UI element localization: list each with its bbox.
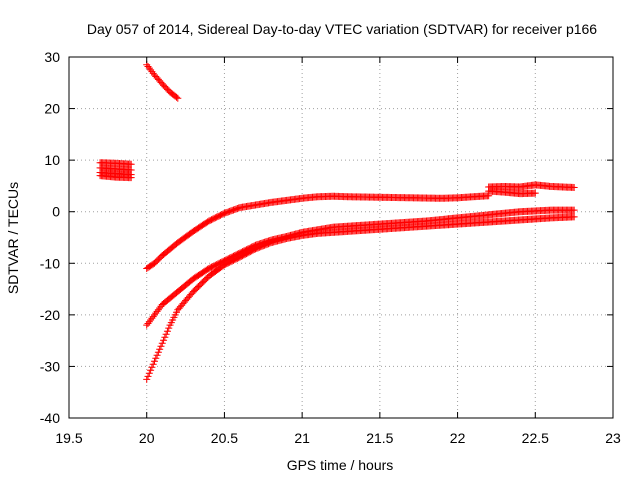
data-point bbox=[156, 345, 164, 353]
x-tick-label: 20.5 bbox=[211, 430, 238, 446]
y-tick-label: -40 bbox=[40, 410, 60, 426]
data-point bbox=[149, 360, 157, 368]
data-point bbox=[158, 339, 166, 347]
y-tick-label: -20 bbox=[40, 307, 60, 323]
data-point bbox=[148, 363, 156, 371]
data-point bbox=[570, 213, 578, 221]
x-tick-label: 22.5 bbox=[522, 430, 549, 446]
data-point bbox=[143, 375, 151, 383]
data-point bbox=[152, 354, 160, 362]
x-axis-label: GPS time / hours bbox=[287, 457, 394, 473]
grid bbox=[69, 57, 613, 418]
x-tick-label: 21.5 bbox=[366, 430, 393, 446]
data-point bbox=[173, 93, 181, 101]
plot-frame bbox=[68, 56, 614, 419]
x-tick-label: 19.5 bbox=[55, 430, 82, 446]
data-point bbox=[157, 342, 165, 350]
y-tick-label: 20 bbox=[44, 101, 60, 117]
x-tick-label: 21 bbox=[294, 430, 310, 446]
data-point bbox=[160, 336, 168, 344]
data-point bbox=[163, 327, 171, 335]
x-tick-label: 22 bbox=[450, 430, 466, 446]
data-point bbox=[174, 94, 182, 102]
data-point bbox=[150, 357, 158, 365]
x-tick-label: 23 bbox=[605, 430, 621, 446]
axis-ticks: 19.5 20 20.5 21 21.5 22 22.5 23 -40 -30 -20 -10 0 10 2… bbox=[40, 49, 621, 446]
data-point bbox=[147, 366, 155, 374]
data-point bbox=[162, 330, 170, 338]
data-point bbox=[153, 351, 161, 359]
data-points bbox=[96, 61, 578, 383]
data-point bbox=[165, 324, 173, 332]
y-tick-label: -10 bbox=[40, 255, 60, 271]
data-point bbox=[570, 183, 578, 191]
data-point bbox=[127, 174, 135, 182]
x-tick-label: 20 bbox=[139, 430, 155, 446]
y-tick-label: 10 bbox=[44, 152, 60, 168]
data-point bbox=[144, 372, 152, 380]
y-axis-label: SDTVAR / TECUs bbox=[5, 182, 21, 294]
y-tick-label: -30 bbox=[40, 358, 60, 374]
data-point bbox=[161, 333, 169, 341]
data-point bbox=[145, 369, 153, 377]
data-point bbox=[570, 206, 578, 214]
data-point bbox=[154, 348, 162, 356]
y-tick-label: 30 bbox=[44, 49, 60, 65]
data-point bbox=[531, 189, 539, 197]
chart-title: Day 057 of 2014, Sidereal Day-to-day VTE… bbox=[87, 21, 597, 37]
y-tick-label: 0 bbox=[52, 204, 60, 220]
